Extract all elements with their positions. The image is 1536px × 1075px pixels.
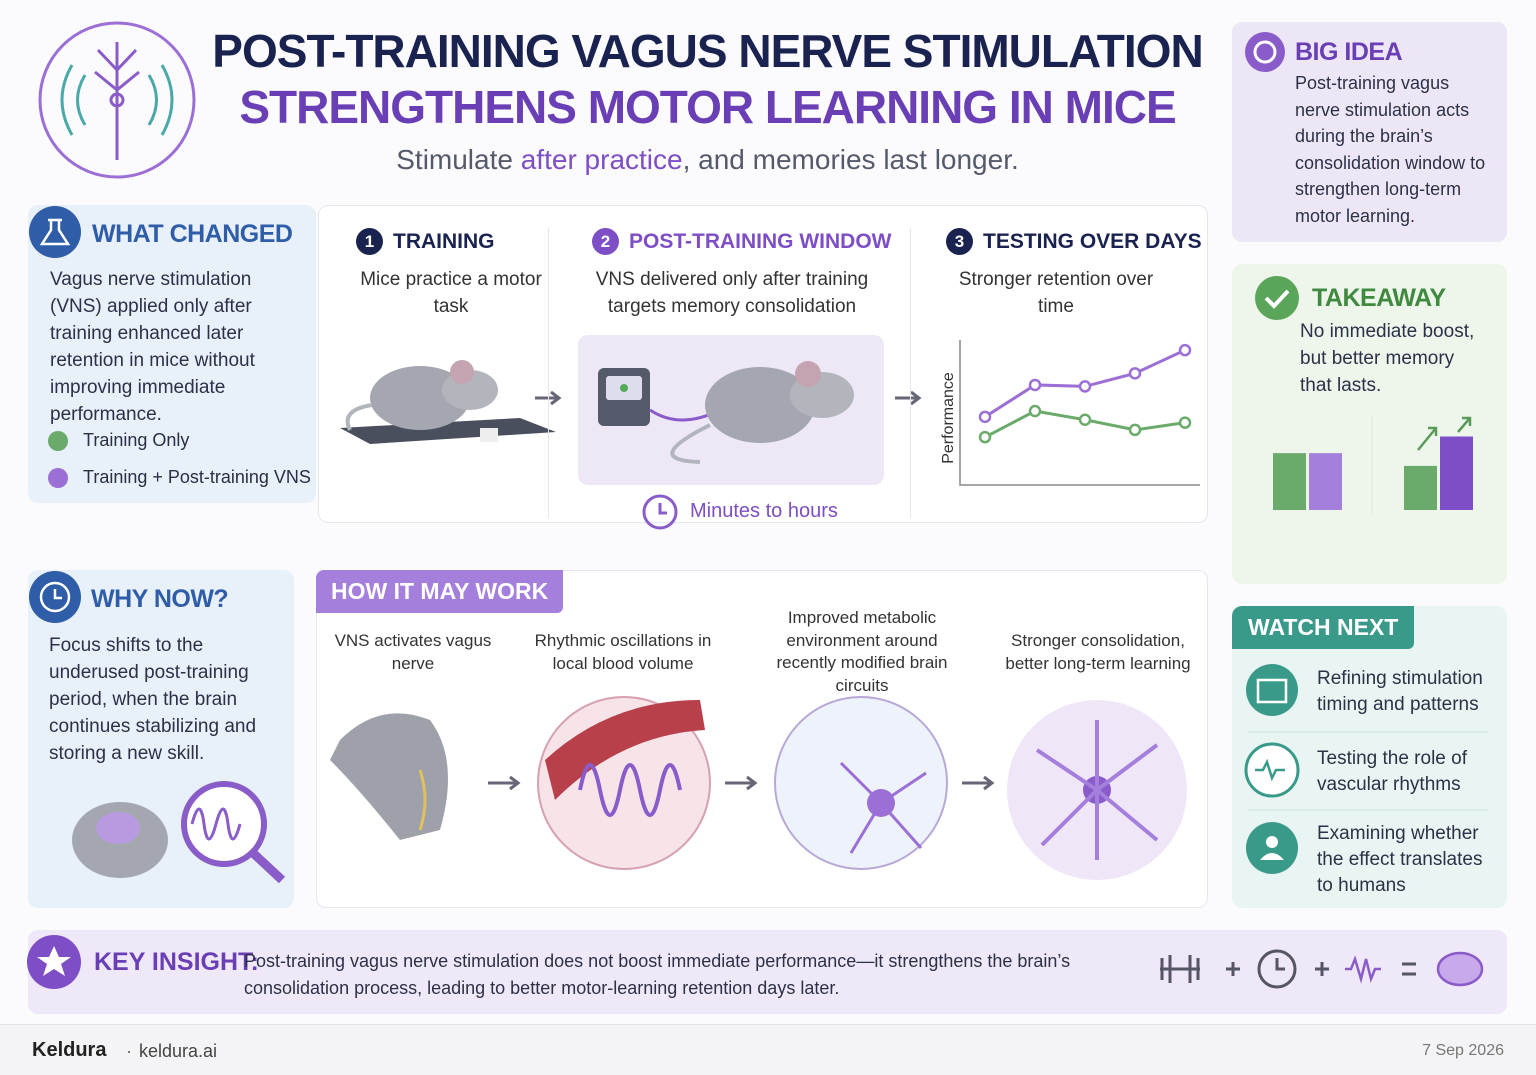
footer-date: 7 Sep 2026 (1422, 1042, 1504, 1059)
takeaway-title: TAKEAWAY (1312, 284, 1446, 312)
x-tick-label-box: Day 1 (immediate) (940, 494, 1030, 542)
data-point (1178, 416, 1192, 429)
watch-item: Examining whether the effect translates … (1317, 823, 1483, 896)
legend-swatch (48, 430, 68, 451)
y-axis-label: Performance (940, 372, 957, 464)
watch-item: Refining stimulation timing and patterns (1317, 668, 1483, 715)
big-idea-text: Post-training vagus nerve stimulation ac… (1295, 73, 1486, 226)
subtitle: Stimulate after practice, and memories l… (200, 144, 1215, 176)
data-point (1128, 367, 1142, 380)
watch-next-title: WATCH NEXT (1232, 606, 1415, 649)
mechanism-step: Rhythmic oscillations in local blood vol… (534, 631, 712, 673)
step-heading: 3 TESTING OVER DAYS (946, 228, 1202, 255)
line-chart: Performance Day 1 (immediate)Day 3Day 5 (940, 340, 1210, 542)
step-title: POST-TRAINING WINDOW (629, 229, 892, 253)
bar (1309, 453, 1342, 510)
subtitle-start: Stimulate (396, 144, 513, 175)
x-tick-label-box: Long-term (Day 5) (1378, 520, 1498, 570)
footer-brand: Keldura (32, 1039, 107, 1061)
step-text: Mice practice a motor task (360, 269, 542, 317)
bar (1273, 453, 1306, 510)
step-number: 3 (946, 228, 973, 255)
bar-chart: Immediate (Day 1)Long-term (Day 5) (1247, 436, 1498, 570)
title-line-1: POST-TRAINING VAGUS NERVE STIMULATION (212, 25, 1203, 77)
mechanism-step: Stronger consolidation, better long-term… (1005, 631, 1191, 673)
step-number: 1 (356, 228, 383, 255)
bar (1404, 465, 1437, 510)
data-point (1178, 343, 1192, 357)
x-tick-label-box: Immediate (Day 1) (1247, 520, 1367, 570)
why-now-text: Focus shifts to the underused post-train… (49, 635, 257, 764)
legend-item: Training + Post-training VNS (48, 459, 313, 496)
legend-item: Training Only (48, 422, 313, 459)
step-title: TRAINING (393, 229, 495, 253)
divider (910, 228, 911, 518)
takeaway-text: No immediate boost, but better memory th… (1300, 321, 1475, 396)
legend-label: Training Only (83, 430, 190, 450)
legend-swatch (48, 467, 68, 488)
step-text: VNS delivered only after training target… (595, 269, 869, 317)
how-title: HOW IT MAY WORK (316, 570, 564, 613)
mechanism-step: VNS activates vagus nerve (334, 631, 492, 673)
legend-label: Training + Post-training VNS (83, 467, 311, 487)
data-point (1078, 380, 1092, 393)
data-point (978, 410, 992, 424)
step-note: Minutes to hours (690, 500, 838, 522)
what-changed-title: WHAT CHANGED (92, 220, 293, 248)
title-line-2: STRENGTHENS MOTOR LEARNING IN MICE (239, 81, 1176, 133)
subtitle-highlight: after practice (520, 144, 683, 175)
what-changed-text: Vagus nerve stimulation (VNS) applied on… (50, 269, 255, 425)
footer-separator: · (126, 1041, 132, 1061)
big-idea-title: BIG IDEA (1295, 38, 1403, 66)
axes (959, 340, 1200, 486)
step-heading: 2 POST-TRAINING WINDOW (592, 228, 891, 255)
step-number: 2 (592, 228, 619, 255)
bar (1440, 436, 1473, 510)
step-title: TESTING OVER DAYS (983, 229, 1202, 253)
data-point (1078, 413, 1092, 426)
subtitle-end: , and memories last longer. (682, 144, 1019, 175)
data-point (978, 430, 992, 444)
data-point (1128, 423, 1142, 437)
x-tick-label-box: Day 5 (1140, 494, 1210, 542)
data-point (1028, 404, 1042, 418)
legend: Training Only Training + Post-training VN… (48, 422, 313, 496)
watch-item: Testing the role of vascular rhythms (1317, 748, 1467, 795)
footer-site: keldura.ai (139, 1041, 218, 1061)
footer: Keldura · keldura.ai 7 Sep 2026 (0, 1024, 1536, 1075)
data-point (1028, 378, 1042, 392)
step-text: Stronger retention over time (958, 269, 1154, 317)
mechanism-step: Improved metabolic environment around re… (776, 608, 948, 695)
step-heading: 1 TRAINING (356, 228, 495, 255)
key-insight-text: Post-training vagus nerve stimulation do… (244, 951, 1071, 998)
key-insight-label: KEY INSIGHT: (94, 948, 259, 976)
divider (548, 228, 549, 518)
x-tick-label-box: Day 3 (1040, 494, 1130, 542)
why-now-title: WHY NOW? (91, 585, 229, 613)
